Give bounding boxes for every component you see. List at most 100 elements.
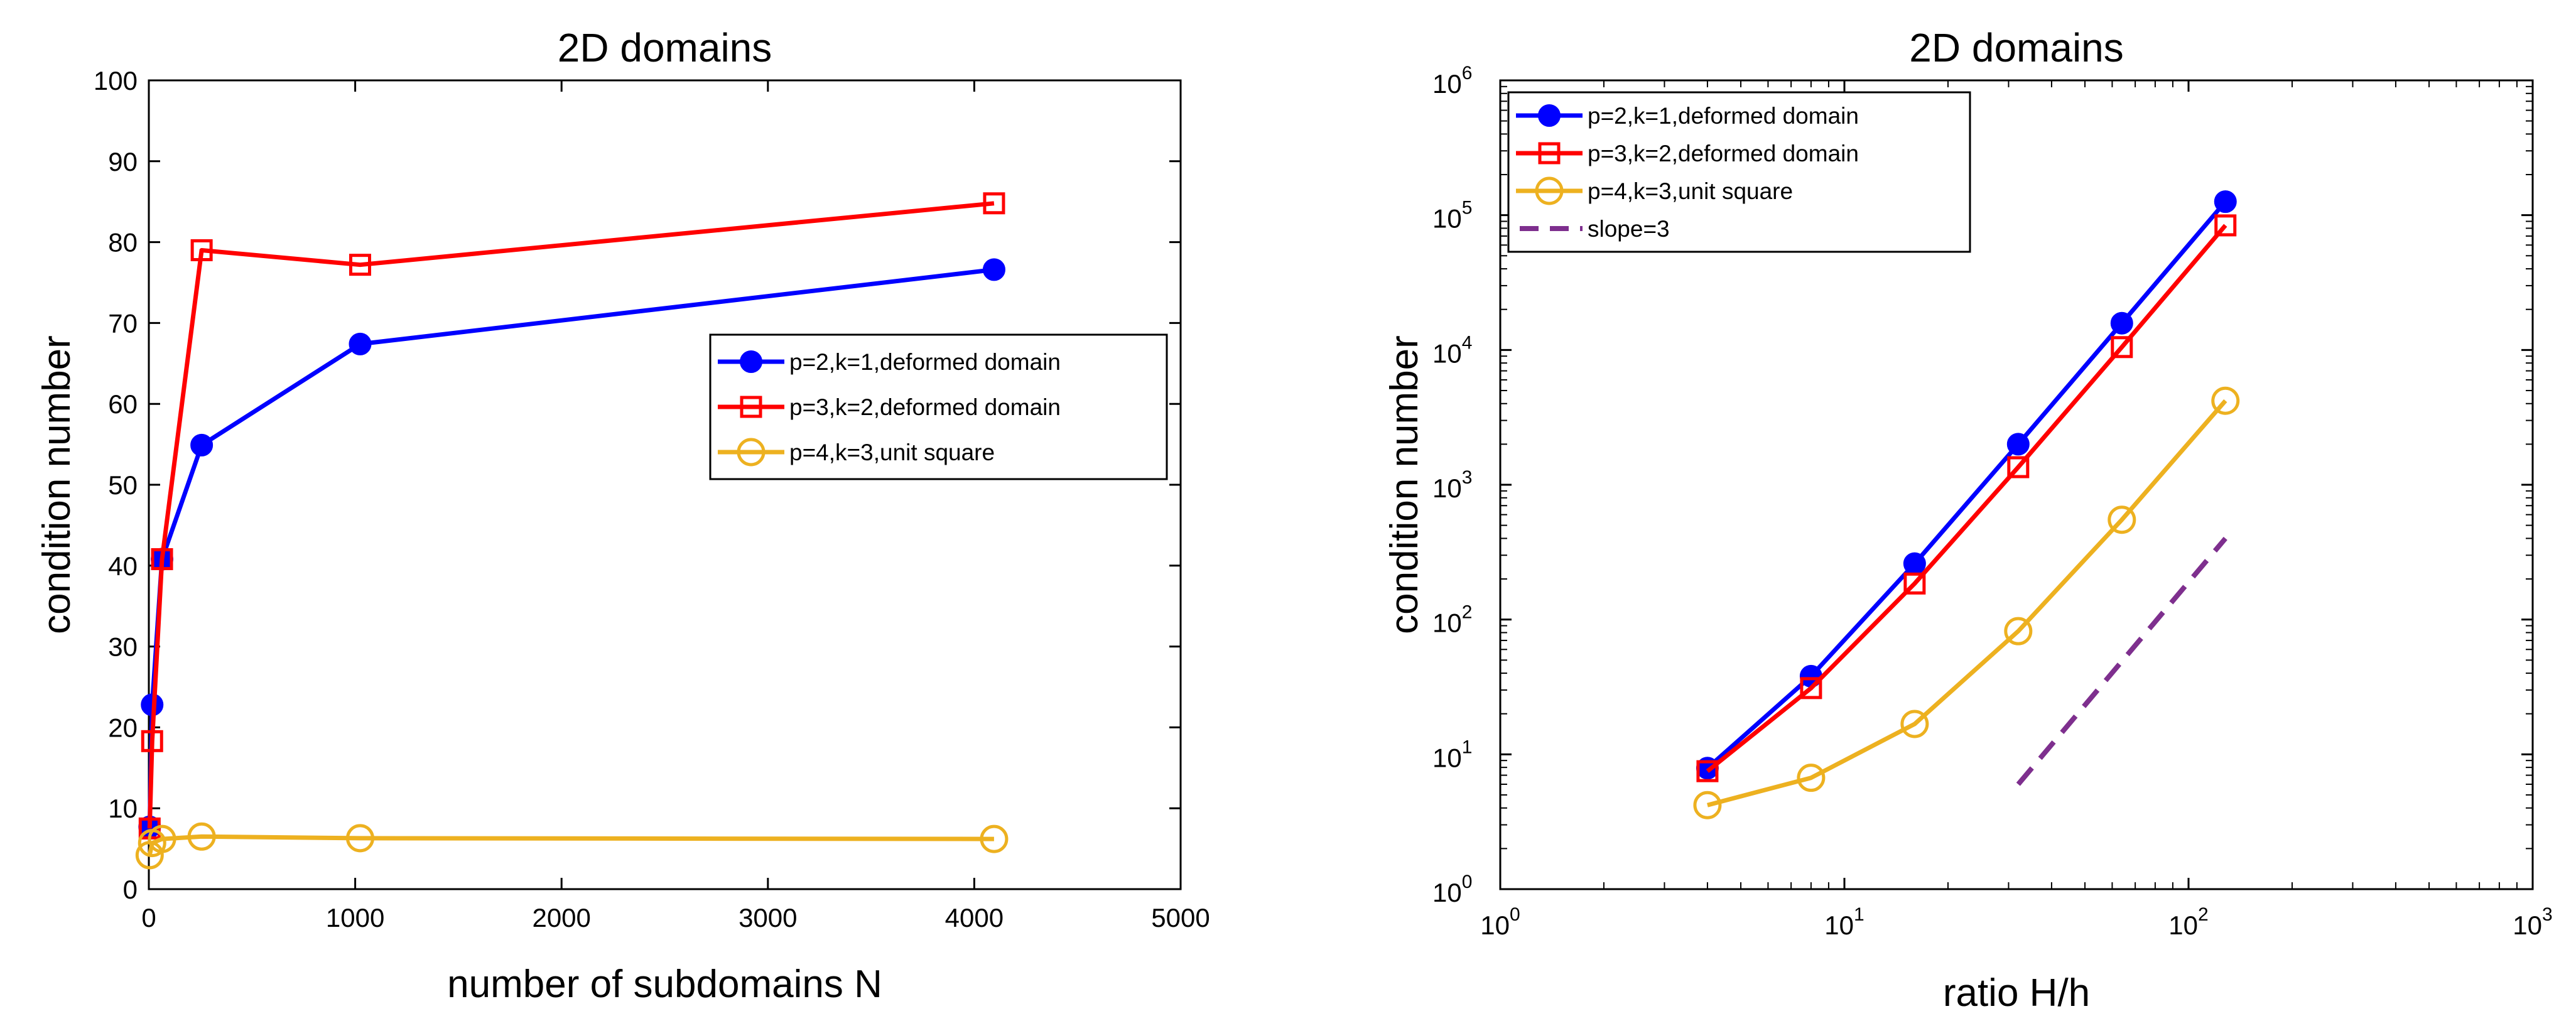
right-legend-entry: slope=3 (1588, 216, 1670, 242)
right-legend-entry: p=3,k=2,deformed domain (1588, 141, 1859, 166)
left-y-tick-label: 40 (108, 551, 138, 581)
left-x-tick-label: 1000 (326, 903, 384, 932)
right-series-2-line (1706, 224, 2227, 773)
right-series-4 (2016, 536, 2227, 786)
left-legend-marker (740, 350, 762, 373)
right-plot-area (1693, 190, 2240, 819)
right-series-1-point (2006, 433, 2030, 456)
left-y-tick-label: 30 (108, 632, 138, 662)
left-y-tick-label: 50 (108, 470, 138, 500)
right-y-tick-label-base: 10 (1432, 608, 1462, 638)
left-series-3-point (980, 824, 1009, 853)
left-series-2 (138, 192, 1005, 840)
left-x-tick-label: 2000 (532, 903, 590, 932)
right-y-axis-label: condition number (1383, 335, 1426, 634)
right-y-tick-label-exponent: 2 (1462, 602, 1473, 623)
left-legend-entry: p=4,k=3,unit square (789, 440, 995, 465)
left-x-tick-label: 5000 (1151, 903, 1210, 932)
right-x-tick-label-exponent: 0 (1510, 904, 1520, 925)
left-x-tick-label: 3000 (739, 903, 797, 932)
right-y-tick-label-base: 10 (1432, 878, 1462, 907)
right-x-tick-label: 101 (1824, 904, 1864, 940)
right-series-3-point (1797, 764, 1826, 792)
right-y-tick-label: 103 (1432, 467, 1472, 503)
right-series-3-point (2108, 505, 2136, 534)
left-chart-title: 2D domains (558, 25, 772, 70)
right-y-tick-label-exponent: 6 (1462, 63, 1473, 84)
right-y-tick-label-exponent: 0 (1462, 872, 1473, 892)
right-y-tick-label-base: 10 (1432, 473, 1462, 503)
left-series-1-point (190, 433, 214, 456)
right-legend: p=2,k=1,deformed domain p=3,k=2,deformed … (1507, 91, 1971, 253)
left-legend: p=2,k=1,deformed domain p=3,k=2,deformed … (709, 333, 1168, 480)
right-y-tick-label-base: 10 (1432, 338, 1462, 368)
right-x-tick-label-exponent: 3 (2542, 904, 2553, 925)
left-series-3 (135, 822, 1009, 870)
left-y-axis: 0 10 20 30 40 50 60 70 80 90 100 (94, 66, 1181, 904)
right-series-2 (1696, 214, 2237, 782)
left-x-tick-label: 4000 (945, 903, 1004, 932)
right-y-tick-label: 102 (1432, 602, 1472, 638)
right-legend-marker (1538, 142, 1561, 165)
right-x-axis-label: ratio H/h (1943, 971, 2090, 1015)
right-legend-entry: p=2,k=1,deformed domain (1588, 103, 1859, 129)
left-y-tick-label: 60 (108, 389, 138, 419)
left-legend-marker (740, 396, 762, 418)
right-y-tick-label-exponent: 1 (1462, 737, 1473, 757)
left-series-2-point (141, 730, 163, 752)
left-y-tick-label: 10 (108, 794, 138, 823)
right-series-2-point (2214, 214, 2237, 237)
right-series-4-line (2016, 536, 2227, 786)
right-x-tick-label-base: 10 (1480, 910, 1510, 940)
left-series-3-point (187, 822, 216, 851)
right-x-axis: 100 101 102 103 (1480, 80, 2553, 940)
left-x-axis-label: number of subdomains N (447, 963, 882, 1006)
left-y-tick-label: 100 (94, 66, 138, 95)
right-series-3-line (1707, 399, 2227, 808)
left-series-1-point (349, 332, 372, 355)
right-series-2-point (2111, 336, 2133, 359)
left-series-2-line (147, 201, 995, 829)
right-series-2-point (1903, 572, 1926, 595)
right-y-tick-label-base: 10 (1432, 743, 1462, 772)
left-legend-marker (737, 438, 766, 467)
right-series-3 (1693, 386, 2240, 819)
right-legend-box (1507, 91, 1971, 253)
left-series-3-point (345, 824, 374, 853)
right-x-tick-label-exponent: 1 (1854, 904, 1864, 925)
left-series-3-point (148, 824, 176, 853)
right-y-tick-label-base: 10 (1432, 69, 1462, 99)
right-series-1-point (2214, 190, 2237, 213)
right-y-tick-label-base: 10 (1432, 204, 1462, 234)
left-legend-entry: p=2,k=1,deformed domain (789, 349, 1061, 375)
left-y-tick-label: 90 (108, 147, 138, 176)
right-x-tick-label: 100 (1480, 904, 1520, 940)
right-legend-entry: p=4,k=3,unit square (1588, 178, 1793, 204)
right-x-tick-label-base: 10 (2513, 910, 2542, 940)
right-y-tick-label-exponent: 3 (1462, 467, 1473, 488)
right-series-3-point (2004, 617, 2033, 646)
right-series-2-point (1800, 677, 1822, 700)
right-legend-marker (1538, 104, 1561, 127)
right-y-tick-label: 100 (1432, 872, 1472, 907)
right-series-3-point (1900, 710, 1929, 738)
right-x-tick-label-base: 10 (1824, 910, 1854, 940)
right-series-3-point (1693, 791, 1722, 819)
left-series-1-point (982, 258, 1005, 281)
right-y-tick-label: 104 (1432, 332, 1472, 368)
right-y-tick-label: 106 (1432, 63, 1472, 99)
left-series-2-point (349, 254, 371, 276)
right-y-tick-label: 105 (1432, 198, 1472, 234)
left-y-tick-label: 0 (123, 875, 138, 904)
right-x-tick-label-base: 10 (2168, 910, 2198, 940)
right-series-1-line (1706, 200, 2227, 770)
right-legend-marker (1535, 176, 1564, 205)
right-chart-title: 2D domains (1909, 25, 2124, 70)
left-axes-box (148, 79, 1182, 890)
left-series-2-point (190, 239, 213, 261)
right-y-tick-label: 101 (1432, 737, 1472, 772)
right-series-2-point (1696, 760, 1719, 782)
